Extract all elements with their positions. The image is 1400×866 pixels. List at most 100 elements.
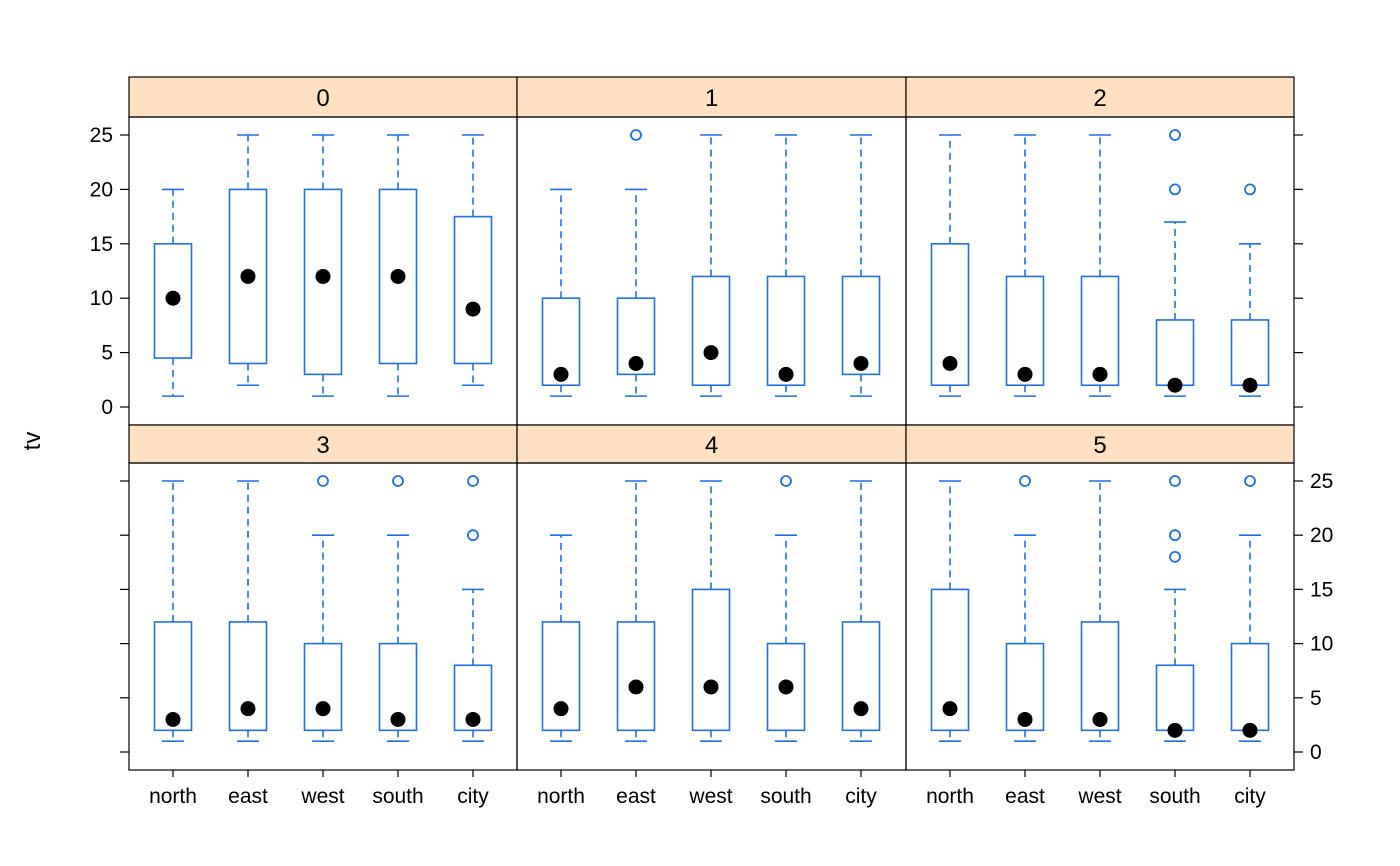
- strip-5: [905, 424, 1295, 464]
- panel-1: 1: [516, 76, 907, 426]
- median-dot: [778, 679, 794, 695]
- median-dot: [1017, 711, 1033, 727]
- x-tick-label-east: east: [228, 785, 268, 808]
- y-tick-label-10: 10: [1310, 633, 1333, 656]
- outlier-point: [1169, 475, 1181, 487]
- box-iqr: [453, 215, 493, 365]
- y-tick-label-5: 5: [101, 342, 113, 365]
- box-1-east: [616, 129, 656, 397]
- box-iqr: [228, 188, 268, 365]
- strip-label-3: 3: [316, 432, 329, 459]
- x-tick-label-north: north: [149, 785, 197, 808]
- box-iqr: [930, 588, 970, 732]
- box-0-west: [303, 134, 343, 397]
- x-tick-label-west: west: [1077, 785, 1121, 808]
- x-tick-label-west: west: [688, 785, 732, 808]
- median-dot: [465, 301, 481, 317]
- median-dot: [778, 366, 794, 382]
- panel-grid: 0 0 5 10 15 20 25 1 2 3 north east west south city 4 nor…: [90, 76, 1333, 808]
- outlier-point: [780, 475, 792, 487]
- median-dot: [390, 711, 406, 727]
- box-iqr: [841, 621, 881, 732]
- median-dot: [315, 701, 331, 717]
- median-dot: [703, 345, 719, 361]
- x-tick-label-north: north: [926, 785, 974, 808]
- strip-0: [128, 76, 518, 118]
- y-tick-label-20: 20: [90, 178, 113, 201]
- y-tick-label-25: 25: [90, 124, 113, 147]
- box-iqr: [153, 243, 193, 359]
- box-2-west: [1080, 134, 1120, 397]
- box-0-east: [228, 134, 268, 387]
- median-dot: [1242, 377, 1258, 393]
- outlier-point: [1169, 529, 1181, 542]
- y-tick-label-0: 0: [101, 396, 113, 419]
- box-1-city: [841, 134, 881, 397]
- panel-4: 4 north east west south city: [516, 424, 907, 808]
- outlier-point: [392, 475, 404, 487]
- box-5-west: [1080, 480, 1120, 742]
- median-dot: [942, 355, 958, 371]
- median-dot: [553, 366, 569, 382]
- box-0-city: [453, 134, 493, 387]
- box-1-west: [691, 134, 731, 397]
- median-dot: [390, 268, 406, 284]
- strip-label-2: 2: [1093, 85, 1106, 112]
- outlier-point: [1169, 129, 1181, 141]
- box-iqr: [1080, 621, 1120, 732]
- box-iqr: [1005, 275, 1045, 387]
- box-iqr: [841, 275, 881, 376]
- box-iqr: [766, 642, 806, 732]
- x-tick-label-city: city: [457, 785, 489, 808]
- outlier-point: [1244, 475, 1256, 487]
- box-5-south: [1155, 475, 1195, 742]
- x-tick-label-city: city: [845, 785, 877, 808]
- box-iqr: [378, 642, 418, 732]
- strip-label-0: 0: [316, 85, 329, 112]
- median-dot: [853, 355, 869, 371]
- median-dot: [1092, 711, 1108, 727]
- y-tick-label-0: 0: [1310, 741, 1322, 764]
- box-3-east: [228, 480, 268, 742]
- y-tick-label-25: 25: [1310, 470, 1333, 493]
- y-axis-0: 0 5 10 15 20 25: [90, 124, 129, 419]
- y-axis-5: 0 5 10 15 20 25: [1294, 470, 1333, 764]
- strip-3: [128, 424, 518, 464]
- y-axis-title: tv: [19, 432, 46, 451]
- box-2-city: [1230, 183, 1270, 397]
- median-dot: [165, 290, 181, 306]
- box-iqr: [930, 243, 970, 387]
- box-iqr: [691, 588, 731, 732]
- box-0-south: [378, 134, 418, 397]
- strip-2: [905, 76, 1295, 118]
- y-axis-3: [120, 480, 129, 753]
- outlier-point: [467, 529, 479, 542]
- x-tick-label-west: west: [300, 785, 344, 808]
- median-dot: [165, 711, 181, 727]
- x-tick-label-city: city: [1234, 785, 1266, 808]
- y-tick-label-15: 15: [1310, 578, 1333, 601]
- box-3-north: [153, 480, 193, 742]
- box-5-east: [1005, 475, 1045, 742]
- median-dot: [315, 268, 331, 284]
- median-dot: [465, 711, 481, 727]
- box-3-south: [378, 475, 418, 742]
- median-dot: [553, 701, 569, 717]
- box-iqr: [1155, 664, 1195, 732]
- box-5-north: [930, 480, 970, 742]
- box-iqr: [1080, 275, 1120, 387]
- median-dot: [1017, 366, 1033, 382]
- box-1-south: [766, 134, 806, 397]
- box-4-north: [541, 534, 581, 742]
- median-dot: [1242, 722, 1258, 738]
- box-iqr: [616, 621, 656, 732]
- box-iqr: [1230, 319, 1270, 387]
- box-2-east: [1005, 134, 1045, 397]
- x-tick-label-north: north: [537, 785, 585, 808]
- y-tick-label-5: 5: [1310, 687, 1322, 710]
- panel-2: 2: [905, 76, 1303, 426]
- box-3-west: [303, 475, 343, 742]
- box-iqr: [153, 621, 193, 732]
- y-tick-label-15: 15: [90, 233, 113, 256]
